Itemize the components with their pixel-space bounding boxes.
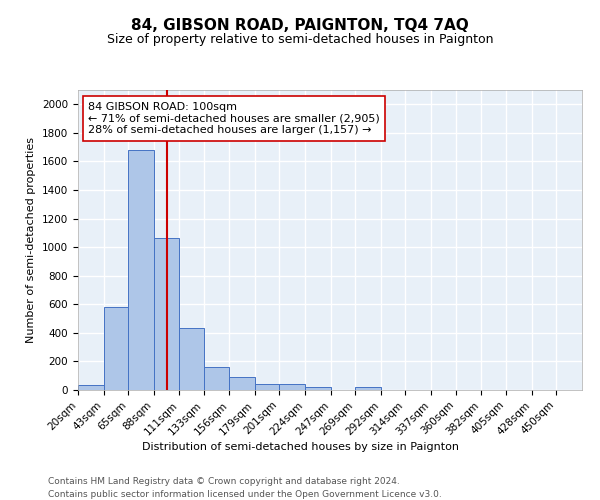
Bar xyxy=(204,367,229,390)
Bar xyxy=(179,328,204,390)
Bar xyxy=(355,387,380,390)
Text: 84 GIBSON ROAD: 100sqm
← 71% of semi-detached houses are smaller (2,905)
28% of : 84 GIBSON ROAD: 100sqm ← 71% of semi-det… xyxy=(88,102,380,135)
Y-axis label: Number of semi-detached properties: Number of semi-detached properties xyxy=(26,137,37,343)
Bar xyxy=(305,387,331,390)
Text: Distribution of semi-detached houses by size in Paignton: Distribution of semi-detached houses by … xyxy=(142,442,458,452)
Bar xyxy=(128,150,154,390)
Text: Contains public sector information licensed under the Open Government Licence v3: Contains public sector information licen… xyxy=(48,490,442,499)
Bar xyxy=(229,377,255,390)
Bar xyxy=(104,307,128,390)
Bar xyxy=(280,384,305,390)
Text: Contains HM Land Registry data © Crown copyright and database right 2024.: Contains HM Land Registry data © Crown c… xyxy=(48,478,400,486)
Text: 84, GIBSON ROAD, PAIGNTON, TQ4 7AQ: 84, GIBSON ROAD, PAIGNTON, TQ4 7AQ xyxy=(131,18,469,32)
Bar xyxy=(78,385,104,390)
Bar xyxy=(255,384,280,390)
Bar xyxy=(154,238,179,390)
Text: Size of property relative to semi-detached houses in Paignton: Size of property relative to semi-detach… xyxy=(107,32,493,46)
